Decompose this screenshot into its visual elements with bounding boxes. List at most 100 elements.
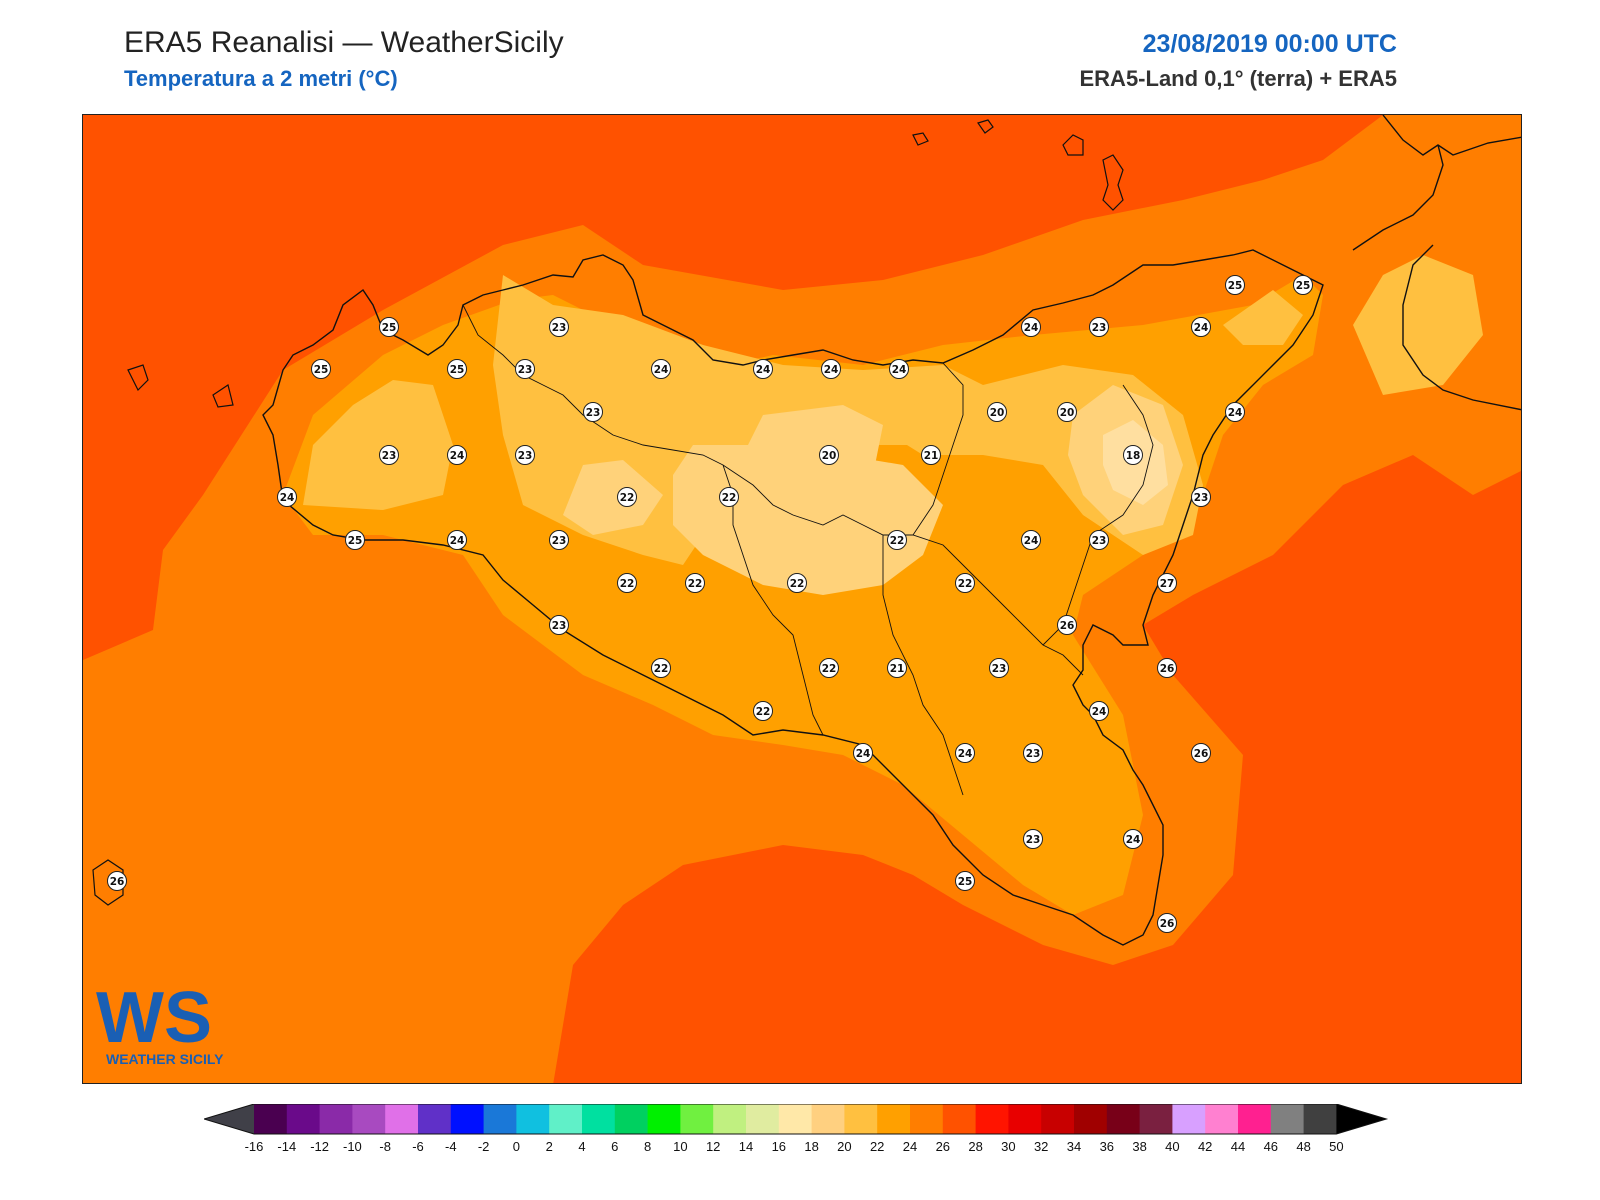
station-circle xyxy=(889,359,909,379)
colorbar-segment xyxy=(582,1104,616,1134)
station-marker: 25 xyxy=(379,317,399,337)
station-marker: 25 xyxy=(955,871,975,891)
station-circle xyxy=(1089,317,1109,337)
colorbar-tick-label: 2 xyxy=(546,1139,553,1154)
station-circle xyxy=(1021,317,1041,337)
station-value: 24 xyxy=(654,364,669,376)
colorbar-segment xyxy=(1205,1104,1239,1134)
station-marker: 25 xyxy=(1225,275,1245,295)
station-circle xyxy=(515,359,535,379)
station-value: 23 xyxy=(586,407,601,419)
station-marker: 23 xyxy=(549,530,569,550)
colorbar-tick-label: 4 xyxy=(578,1139,585,1154)
colorbar-segment xyxy=(1238,1104,1272,1134)
station-marker: 24 xyxy=(1191,317,1211,337)
station-markers: 25 23 24 23 24 25 25 25 25 23 24 24 24 24 23 20 20 24 23 24… xyxy=(107,275,1313,933)
station-value: 23 xyxy=(382,450,397,462)
band-20-north xyxy=(743,405,883,495)
station-value: 25 xyxy=(1228,280,1243,292)
station-value: 24 xyxy=(958,748,973,760)
data-source: ERA5-Land 0,1° (terra) + ERA5 xyxy=(1079,66,1398,91)
station-value: 25 xyxy=(450,364,465,376)
station-circle xyxy=(549,530,569,550)
station-marker: 20 xyxy=(819,445,839,465)
colorbar-segment xyxy=(680,1104,714,1134)
station-circle xyxy=(955,743,975,763)
station-marker: 22 xyxy=(651,658,671,678)
colorbar-tick-label: 26 xyxy=(936,1139,950,1154)
station-marker: 24 xyxy=(821,359,841,379)
station-circle xyxy=(753,701,773,721)
station-marker: 23 xyxy=(549,317,569,337)
colorbar-segment xyxy=(549,1104,583,1134)
station-marker: 22 xyxy=(685,573,705,593)
colorbar-tick-label: -16 xyxy=(245,1139,264,1154)
colorbar-tick-label: 36 xyxy=(1100,1139,1114,1154)
colorbar-segment xyxy=(450,1104,485,1134)
station-circle xyxy=(921,445,941,465)
colorbar-tick-label: 46 xyxy=(1264,1139,1278,1154)
station-marker: 22 xyxy=(753,701,773,721)
station-value: 22 xyxy=(890,535,905,547)
colorbar-segment xyxy=(647,1104,681,1134)
colorbar-tick-label: 28 xyxy=(968,1139,982,1154)
station-marker: 24 xyxy=(1089,701,1109,721)
station-marker: 24 xyxy=(955,743,975,763)
station-circle xyxy=(107,871,127,891)
station-marker: 26 xyxy=(1057,615,1077,635)
station-value: 24 xyxy=(1228,407,1243,419)
station-circle xyxy=(1157,658,1177,678)
station-value: 23 xyxy=(1092,535,1107,547)
station-circle xyxy=(1089,701,1109,721)
colorbar-segment xyxy=(319,1104,353,1134)
colorbar-over-arrow xyxy=(1336,1104,1387,1134)
colorbar-tick-label: 16 xyxy=(772,1139,786,1154)
colorbar-tick-label: -6 xyxy=(412,1139,424,1154)
station-circle xyxy=(1157,913,1177,933)
station-circle xyxy=(379,317,399,337)
station-circle xyxy=(1123,445,1143,465)
colorbar-tick-label: 42 xyxy=(1198,1139,1212,1154)
sicily-coastline xyxy=(262,249,1324,946)
colorbar-segment xyxy=(778,1104,813,1134)
colorbar-segment xyxy=(1270,1104,1305,1134)
colorbar-segment xyxy=(1139,1104,1173,1134)
station-marker: 24 xyxy=(1123,829,1143,849)
station-marker: 22 xyxy=(955,573,975,593)
station-marker: 23 xyxy=(379,445,399,465)
colorbar-segment xyxy=(1041,1104,1075,1134)
station-circle xyxy=(447,530,467,550)
station-circle xyxy=(1157,573,1177,593)
station-circle xyxy=(1191,487,1211,507)
colorbar-tick-label: 44 xyxy=(1231,1139,1245,1154)
station-marker: 23 xyxy=(1191,487,1211,507)
station-marker: 24 xyxy=(447,445,467,465)
station-marker: 23 xyxy=(1023,743,1043,763)
band-22-sea xyxy=(1353,255,1483,395)
station-value: 22 xyxy=(790,578,805,590)
colorbar-tick-label: -10 xyxy=(343,1139,362,1154)
station-marker: 22 xyxy=(719,487,739,507)
colorbar-tick-label: 40 xyxy=(1165,1139,1179,1154)
station-circle xyxy=(549,615,569,635)
station-value: 23 xyxy=(992,663,1007,675)
station-value: 22 xyxy=(756,706,771,718)
station-value: 21 xyxy=(890,663,905,675)
station-circle xyxy=(311,359,331,379)
station-marker: 23 xyxy=(515,359,535,379)
station-circle xyxy=(1057,615,1077,635)
station-circle xyxy=(617,573,637,593)
station-marker: 26 xyxy=(107,871,127,891)
colorbar-tick-label: 34 xyxy=(1067,1139,1081,1154)
station-value: 25 xyxy=(1296,280,1311,292)
map-subtitle: Temperatura a 2 metri (°C) xyxy=(124,66,398,91)
colorbar-segment xyxy=(877,1104,911,1134)
colorbar-tick-label: 22 xyxy=(870,1139,884,1154)
colorbar-tick-label: -8 xyxy=(379,1139,391,1154)
station-value: 26 xyxy=(110,876,125,888)
station-marker: 22 xyxy=(887,530,907,550)
station-value: 23 xyxy=(518,364,533,376)
station-marker: 23 xyxy=(1023,829,1043,849)
colorbar-segment xyxy=(483,1104,517,1134)
station-circle xyxy=(345,530,365,550)
